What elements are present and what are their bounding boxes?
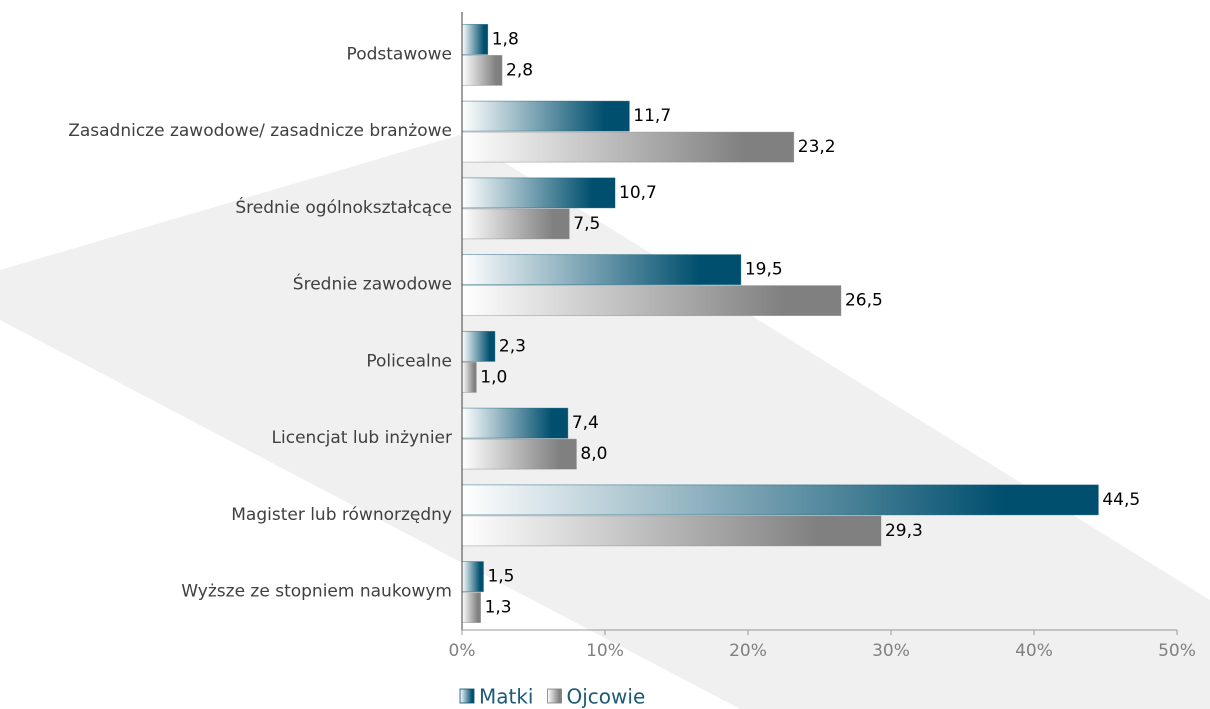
category-label: Zasadnicze zawodowe/ zasadnicze branżowe	[68, 121, 452, 141]
category-label: Średnie zawodowe	[293, 273, 452, 295]
value-label: 1,0	[480, 367, 507, 387]
bar	[461, 330, 496, 362]
bar	[461, 208, 570, 240]
value-label: 10,7	[619, 183, 657, 203]
bar	[461, 561, 484, 593]
value-label: 29,3	[885, 521, 923, 541]
value-label: 23,2	[798, 137, 836, 157]
x-tick-label: 40%	[1015, 641, 1053, 661]
category-label: Podstawowe	[347, 44, 452, 64]
value-label: 7,4	[572, 413, 599, 433]
x-tick-label: 20%	[729, 641, 767, 661]
value-label: 2,8	[506, 60, 533, 80]
value-label: 1,8	[492, 29, 519, 49]
bar	[461, 131, 795, 163]
bar	[461, 23, 489, 55]
value-label: 1,5	[487, 567, 514, 587]
legend-swatch	[459, 688, 475, 704]
value-label: 2,3	[499, 336, 526, 356]
bar	[461, 285, 842, 317]
category-label: Policealne	[366, 351, 452, 371]
value-label: 1,3	[485, 598, 512, 618]
x-tick-label: 0%	[449, 641, 476, 661]
legend-label: Ojcowie	[567, 685, 646, 709]
bar	[461, 361, 477, 393]
bar	[461, 54, 503, 86]
bar	[461, 100, 630, 132]
bar	[461, 515, 882, 547]
value-label: 7,5	[573, 214, 600, 234]
bar	[461, 592, 481, 624]
background-band	[0, 135, 1210, 709]
bar	[461, 484, 1099, 516]
value-label: 44,5	[1102, 490, 1140, 510]
category-label: Magister lub równorzędny	[231, 505, 452, 525]
legend-swatch	[547, 688, 562, 704]
category-label: Średnie ogólnokształcące	[235, 196, 452, 218]
bar	[461, 407, 569, 439]
x-tick-label: 30%	[872, 641, 910, 661]
bar	[461, 254, 742, 286]
value-label: 19,5	[745, 260, 783, 280]
bar	[461, 177, 616, 209]
value-label: 8,0	[580, 444, 607, 464]
bar	[461, 438, 577, 470]
category-label: Licencjat lub inżynier	[272, 428, 452, 448]
value-label: 26,5	[845, 291, 883, 311]
value-label: 11,7	[633, 106, 671, 126]
x-tick-label: 50%	[1158, 641, 1196, 661]
category-label: Wyższe ze stopniem naukowym	[181, 582, 452, 602]
legend-label: Matki	[479, 685, 534, 709]
x-tick-label: 10%	[586, 641, 624, 661]
